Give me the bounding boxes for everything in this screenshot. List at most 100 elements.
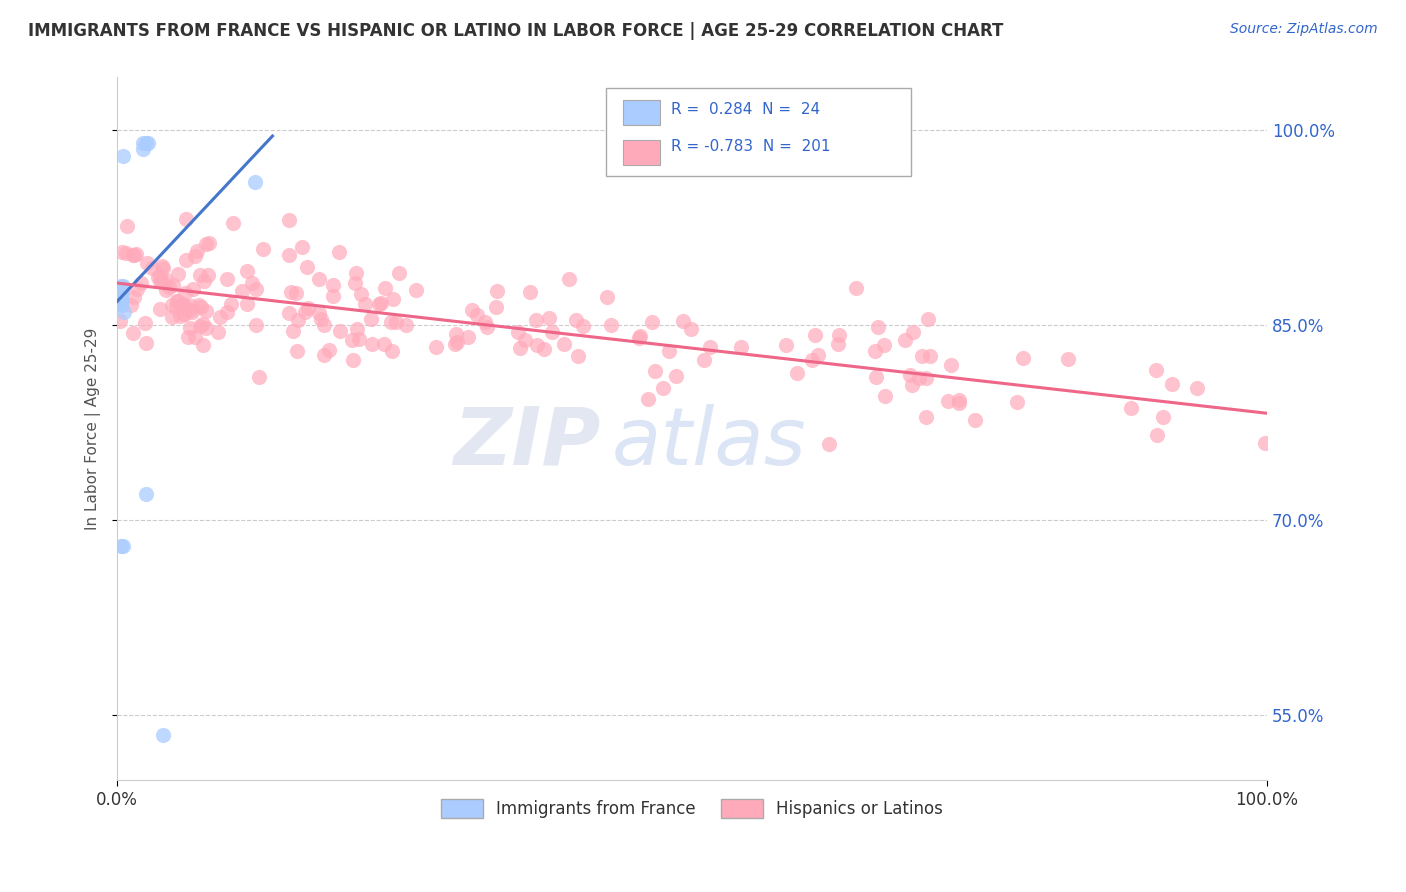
- Text: ZIP: ZIP: [453, 404, 600, 482]
- Point: [135, 487, 157, 501]
- Point: [152, 275, 174, 289]
- Point: [558, 272, 581, 286]
- Point: [245, 282, 267, 296]
- Point: [180, 303, 202, 318]
- Point: [917, 311, 939, 326]
- Point: [110, 285, 132, 300]
- Point: [519, 285, 541, 300]
- Point: [730, 340, 752, 354]
- Point: [800, 352, 823, 367]
- Point: [328, 244, 350, 259]
- Point: [172, 296, 194, 310]
- FancyBboxPatch shape: [623, 100, 659, 125]
- Point: [457, 330, 479, 344]
- Point: [155, 283, 177, 297]
- Point: [475, 320, 498, 334]
- Point: [465, 309, 488, 323]
- Point: [184, 249, 207, 263]
- Point: [194, 236, 217, 251]
- Point: [963, 412, 986, 426]
- Point: [343, 276, 366, 290]
- Point: [172, 301, 194, 315]
- Point: [136, 255, 159, 269]
- Point: [446, 326, 468, 341]
- Point: [600, 318, 623, 332]
- Point: [287, 313, 309, 327]
- Point: [148, 274, 170, 288]
- Point: [353, 297, 375, 311]
- Point: [240, 276, 263, 290]
- Point: [807, 348, 830, 362]
- Point: [894, 333, 917, 347]
- Point: [329, 324, 352, 338]
- Point: [658, 344, 681, 359]
- Point: [405, 284, 427, 298]
- Point: [941, 358, 963, 372]
- Point: [162, 277, 184, 292]
- Point: [395, 318, 418, 333]
- Point: [914, 371, 936, 385]
- Point: [107, 290, 129, 304]
- Point: [786, 367, 808, 381]
- Point: [110, 298, 132, 312]
- Point: [845, 281, 868, 295]
- Point: [134, 316, 156, 330]
- Text: atlas: atlas: [612, 404, 807, 482]
- Point: [627, 331, 650, 345]
- Point: [1254, 435, 1277, 450]
- Point: [681, 321, 703, 335]
- Point: [541, 325, 564, 339]
- Point: [565, 313, 588, 327]
- Point: [1057, 351, 1080, 366]
- Point: [350, 286, 373, 301]
- Point: [152, 728, 174, 742]
- Point: [538, 310, 561, 325]
- Point: [567, 349, 589, 363]
- Point: [245, 175, 267, 189]
- Point: [322, 277, 344, 292]
- Point: [245, 318, 267, 332]
- Point: [235, 264, 257, 278]
- Point: [146, 270, 169, 285]
- Point: [370, 295, 392, 310]
- Point: [110, 292, 132, 306]
- Point: [382, 293, 405, 307]
- Point: [278, 213, 301, 227]
- Point: [803, 327, 825, 342]
- Point: [948, 395, 970, 409]
- Point: [166, 267, 188, 281]
- Point: [149, 268, 172, 282]
- Point: [173, 299, 195, 313]
- Point: [920, 349, 942, 363]
- Point: [110, 298, 132, 312]
- Point: [314, 318, 336, 332]
- Point: [165, 301, 187, 315]
- Point: [190, 268, 212, 283]
- Point: [373, 336, 395, 351]
- Point: [775, 338, 797, 352]
- Point: [129, 276, 152, 290]
- Point: [160, 310, 183, 324]
- Point: [135, 336, 157, 351]
- Point: [1121, 401, 1143, 415]
- Point: [110, 292, 132, 306]
- Point: [374, 281, 396, 295]
- Text: IMMIGRANTS FROM FRANCE VS HISPANIC OR LATINO IN LABOR FORCE | AGE 25-29 CORRELAT: IMMIGRANTS FROM FRANCE VS HISPANIC OR LA…: [28, 22, 1004, 40]
- Point: [526, 338, 548, 352]
- Point: [131, 136, 153, 150]
- Point: [188, 298, 211, 312]
- Point: [110, 292, 132, 306]
- Point: [110, 292, 132, 306]
- Point: [368, 297, 391, 311]
- Point: [533, 343, 555, 357]
- Point: [127, 282, 149, 296]
- Point: [515, 333, 537, 347]
- Point: [149, 302, 172, 317]
- Point: [179, 321, 201, 335]
- Point: [120, 298, 142, 312]
- Point: [346, 322, 368, 336]
- Point: [873, 338, 896, 352]
- Point: [1185, 381, 1208, 395]
- Point: [169, 309, 191, 323]
- Point: [572, 319, 595, 334]
